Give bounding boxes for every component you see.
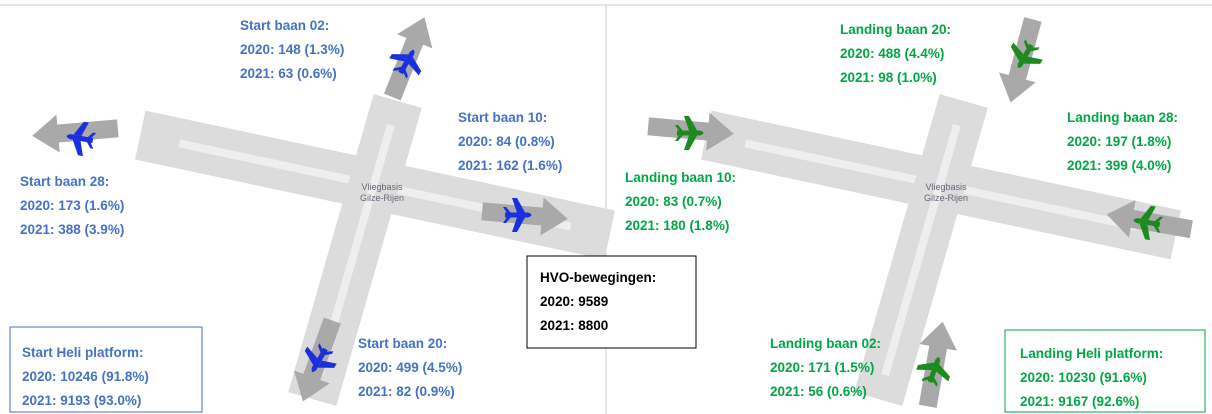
label-line: 2021: 98 (1.0%) xyxy=(840,70,937,85)
label-title: Landing baan 20: xyxy=(840,22,951,37)
label-line: 2020: 173 (1.6%) xyxy=(20,198,124,213)
label-line: 2020: 9589 xyxy=(540,294,608,309)
label-title: Start baan 20: xyxy=(358,336,447,351)
label-title: Landing baan 02: xyxy=(770,336,881,351)
label-title: Landing Heli platform: xyxy=(1020,346,1163,361)
map-label: Gilze-Rijen xyxy=(360,193,404,203)
label-title: HVO-bewegingen: xyxy=(540,270,656,285)
label-title: Landing baan 10: xyxy=(625,170,736,185)
label-line: 2020: 10246 (91.8%) xyxy=(22,369,149,384)
label-title: Landing baan 28: xyxy=(1067,110,1178,125)
label-line: 2021: 162 (1.6%) xyxy=(458,158,562,173)
label-line: 2021: 56 (0.6%) xyxy=(770,384,867,399)
label-title: Start baan 28: xyxy=(20,174,109,189)
label-line: 2020: 10230 (91.6%) xyxy=(1020,370,1147,385)
label-line: 2021: 8800 xyxy=(540,318,608,333)
map-label: Gilze-Rijen xyxy=(924,193,968,203)
label-title: Start baan 02: xyxy=(240,18,329,33)
label-line: 2020: 499 (4.5%) xyxy=(358,360,462,375)
label-line: 2021: 180 (1.8%) xyxy=(625,218,729,233)
map-label: Vliegbasis xyxy=(925,182,967,192)
hvo-box xyxy=(526,255,697,349)
heli-box xyxy=(1004,329,1206,413)
label-line: 2021: 9193 (93.0%) xyxy=(22,393,141,408)
label-title: Start baan 10: xyxy=(458,110,547,125)
label-line: 2021: 388 (3.9%) xyxy=(20,222,124,237)
label-line: 2020: 148 (1.3%) xyxy=(240,42,344,57)
label-line: 2021: 63 (0.6%) xyxy=(240,66,337,81)
label-line: 2021: 399 (4.0%) xyxy=(1067,158,1171,173)
label-line: 2021: 82 (0.9%) xyxy=(358,384,455,399)
label-line: 2020: 171 (1.5%) xyxy=(770,360,874,375)
label-title: Start Heli platform: xyxy=(22,345,144,360)
map-label: Vliegbasis xyxy=(361,182,403,192)
label-line: 2020: 83 (0.7%) xyxy=(625,194,722,209)
heli-box xyxy=(9,326,203,413)
label-line: 2020: 488 (4.4%) xyxy=(840,46,944,61)
label-line: 2020: 84 (0.8%) xyxy=(458,134,555,149)
label-line: 2020: 197 (1.8%) xyxy=(1067,134,1171,149)
label-line: 2021: 9167 (92.6%) xyxy=(1020,394,1139,409)
